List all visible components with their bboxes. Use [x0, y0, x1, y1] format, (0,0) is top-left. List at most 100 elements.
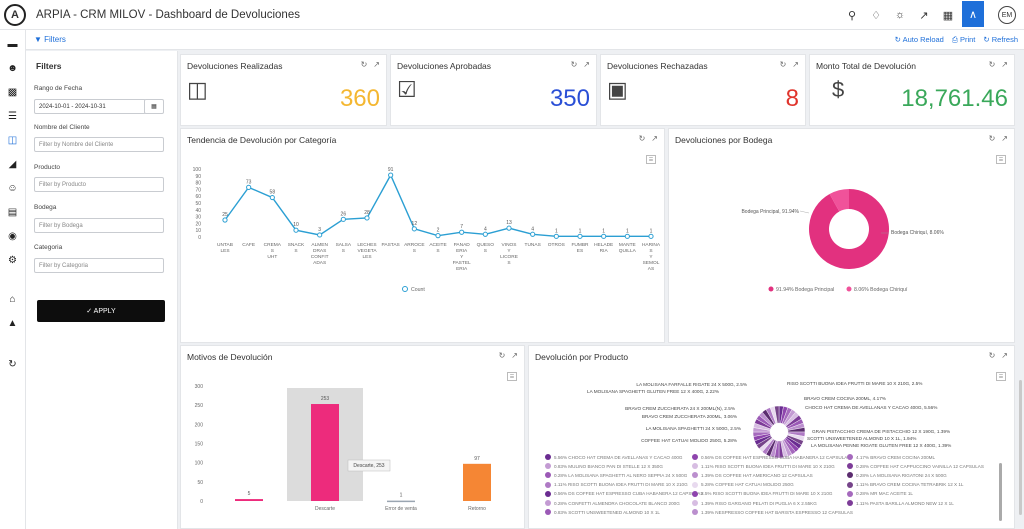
legend-item[interactable]: 1.11% RISO SCOTTI BUONA IDEA FRUTTI DI M…: [545, 481, 688, 488]
bar: [463, 463, 491, 501]
bodega-input[interactable]: Filter by Bodega: [34, 218, 164, 233]
legend-marker: [545, 500, 551, 506]
settings-icon[interactable]: ⚙: [8, 255, 17, 266]
refresh-icon[interactable]: ↻: [360, 60, 368, 69]
legend-item[interactable]: 1.11% RISO SCOTTI BUONA IDEA FRUTTI DI M…: [692, 463, 835, 470]
analytics-icon[interactable]: ▲: [7, 318, 18, 329]
expand-icon[interactable]: ↗: [792, 60, 799, 69]
refresh-icon[interactable]: ↻: [988, 134, 996, 143]
expand-icon[interactable]: ↗: [373, 60, 380, 69]
refresh-icon[interactable]: ↻: [988, 60, 996, 69]
client-input[interactable]: Filter by Nombre del Cliente: [34, 137, 164, 152]
x-tick-label: QUESO S: [477, 242, 495, 254]
data-label: 10: [293, 222, 299, 228]
legend-item[interactable]: 0.28% LA MOLISANA RIGATONI 24 X 500G: [847, 472, 947, 479]
chart-menu-icon[interactable]: ☰: [996, 155, 1006, 164]
list-icon[interactable]: ☰: [8, 111, 17, 122]
client-label: Nombre del Cliente: [34, 124, 90, 131]
slice-label: BRAVO CREM ZUCCHERATA 24 X 200ML(N), 2.5…: [625, 406, 735, 411]
legend-marker: [545, 454, 551, 460]
legend-marker: [847, 490, 853, 497]
legend-item[interactable]: 5.56% CHOCO HAT CREMA DE AVELLANAS Y CAC…: [545, 454, 683, 460]
bulb-icon[interactable]: ☼: [894, 9, 906, 21]
legend-scrollbar[interactable]: [999, 463, 1002, 521]
legend-item[interactable]: 0.83% SCOTTI UNSWEETENED ALMOND 10 X 1L: [545, 509, 660, 516]
refresh-icon[interactable]: ↻: [638, 134, 646, 143]
globe-icon[interactable]: ◉: [8, 231, 17, 242]
legend-item[interactable]: 5.28% COFFEE HAT CATUAI MOLIDO 250G: [692, 481, 794, 488]
product-input[interactable]: Filter by Producto: [34, 177, 164, 192]
legend-item[interactable]: 0.83% MULINO BIANCO PAN DI STELLE 12 X 3…: [545, 463, 663, 470]
home-icon[interactable]: ⌂: [9, 294, 16, 305]
kpi-title: Devoluciones Rechazadas: [607, 61, 708, 71]
date-range-input[interactable]: 2024-10-01 - 2024-10-31: [34, 99, 146, 114]
x-tick-label: FUMBR ES: [571, 242, 589, 254]
data-label: 2: [437, 228, 440, 234]
slice-label: CHOCO HAT CREMA DE AVELLANAS Y CACAO 400…: [805, 405, 937, 410]
expand-icon[interactable]: ↗: [1001, 351, 1008, 360]
data-label: 28: [364, 210, 370, 216]
legend-item[interactable]: 0.56% DS COFFEE HAT ESPRESSO CUBA HABANE…: [692, 454, 850, 460]
refresh-icon[interactable]: ↻: [988, 351, 996, 360]
filters-toggle[interactable]: ▼ Filters: [34, 35, 66, 44]
legend-label: 2.5% RISO SCOTTI BUONA IDEA FRUTTI DI MA…: [701, 491, 833, 497]
data-point: [601, 233, 607, 239]
chart-icon[interactable]: ◢: [8, 159, 17, 170]
legend-item[interactable]: 0.28% LA MOLISANA SPAGHETTI AL NERO SEPP…: [545, 472, 687, 479]
expand-icon[interactable]: ↗: [583, 60, 590, 69]
users-icon[interactable]: ☻: [7, 63, 18, 74]
legend-item[interactable]: 4.17% BRAVO CREM COCINA 200ML: [847, 454, 935, 460]
reload-icon[interactable]: ↻: [8, 359, 17, 370]
expand-icon[interactable]: ↗: [1001, 60, 1008, 69]
folder-icon[interactable]: ▬: [7, 39, 18, 50]
legend-item[interactable]: 0.28% MR MAC ACEITE 1L: [847, 490, 913, 497]
team-icon[interactable]: ☺: [7, 183, 18, 194]
clipboard-icon[interactable]: ▤: [7, 207, 18, 218]
print-label: Print: [959, 34, 976, 44]
bell-icon[interactable]: ♢: [871, 9, 881, 22]
slice-label: BRAVO CREM ZUCCHERATA 200ML, 3.06%: [642, 414, 737, 419]
legend-item[interactable]: 1.11% BRAVO CREM COCINA TETRABRIK 12 X 1…: [847, 481, 963, 488]
data-point: [624, 233, 630, 239]
page-scrollbar[interactable]: [1019, 380, 1022, 515]
auto-reload-label: Auto Reload: [902, 34, 944, 44]
money-icon[interactable]: ▩: [7, 87, 18, 98]
legend-item[interactable]: 0.28% CONFETTI ALMENDRA CHOCOLATE BLANCO…: [545, 500, 680, 506]
data-label: 25: [222, 212, 228, 218]
bar-value-label: 5: [248, 491, 251, 497]
grid-icon[interactable]: ▦: [942, 9, 954, 22]
data-label: 13: [506, 220, 512, 226]
avatar[interactable]: EM: [998, 6, 1016, 24]
app-logo[interactable]: A: [4, 3, 26, 26]
expand-icon[interactable]: ↗: [511, 351, 518, 360]
compass-icon[interactable]: ∧: [962, 1, 984, 27]
chart-menu-icon[interactable]: ☰: [507, 372, 517, 381]
expand-icon[interactable]: ↗: [651, 134, 658, 143]
share-icon[interactable]: ↗: [919, 9, 929, 22]
x-tick-label: MANTE QUILLA: [619, 242, 637, 254]
refresh-label: Refresh: [991, 34, 1018, 44]
legend-item[interactable]: 1.39% DS COFFEE HAT AMERICANO 12 CAPSULA…: [692, 472, 813, 479]
legend-item[interactable]: 1.39% NESPRESSO COFFEE HAT BARISTA ESPRE…: [692, 509, 853, 516]
category-input[interactable]: Filter by Categoria: [34, 258, 164, 273]
chart-menu-icon[interactable]: ☰: [996, 372, 1006, 381]
apply-button[interactable]: ✓ APPLY: [37, 300, 165, 322]
chart-menu-icon[interactable]: ☰: [646, 155, 656, 164]
search-icon[interactable]: ⚲: [847, 9, 857, 22]
box-nav-icon[interactable]: ◫: [7, 135, 18, 146]
print-button[interactable]: ⎙ Print: [951, 34, 976, 44]
legend-item[interactable]: 2.5% RISO SCOTTI BUONA IDEA FRUTTI DI MA…: [692, 490, 833, 497]
legend-item[interactable]: 0.56% DS COFFEE HAT ESPRESSO CUBA HABANE…: [545, 490, 703, 497]
refresh-icon[interactable]: ↻: [570, 60, 578, 69]
auto-reload-button[interactable]: ↻ Auto Reload: [894, 34, 944, 44]
panel-title: Tendencia de Devolución por Categoría: [187, 135, 337, 145]
refresh-icon[interactable]: ↻: [498, 351, 506, 360]
refresh-icon[interactable]: ↻: [779, 60, 787, 69]
legend-item[interactable]: 0.28% COFFEE HAT CAPPUCCINO VAINILLA 12 …: [847, 463, 984, 470]
legend-item[interactable]: 1.11% PASTA BARILLA ALMOND NEW 12 X 1L: [847, 500, 954, 506]
refresh-button[interactable]: ↻ Refresh: [983, 34, 1018, 44]
calendar-icon[interactable]: ▦: [144, 99, 164, 114]
expand-icon[interactable]: ↗: [1001, 134, 1008, 143]
filters-toggle-label: Filters: [44, 35, 66, 44]
legend-item[interactable]: 1.39% RISO GARGANO PELATI DI PUGLIA 6 X …: [692, 500, 817, 506]
